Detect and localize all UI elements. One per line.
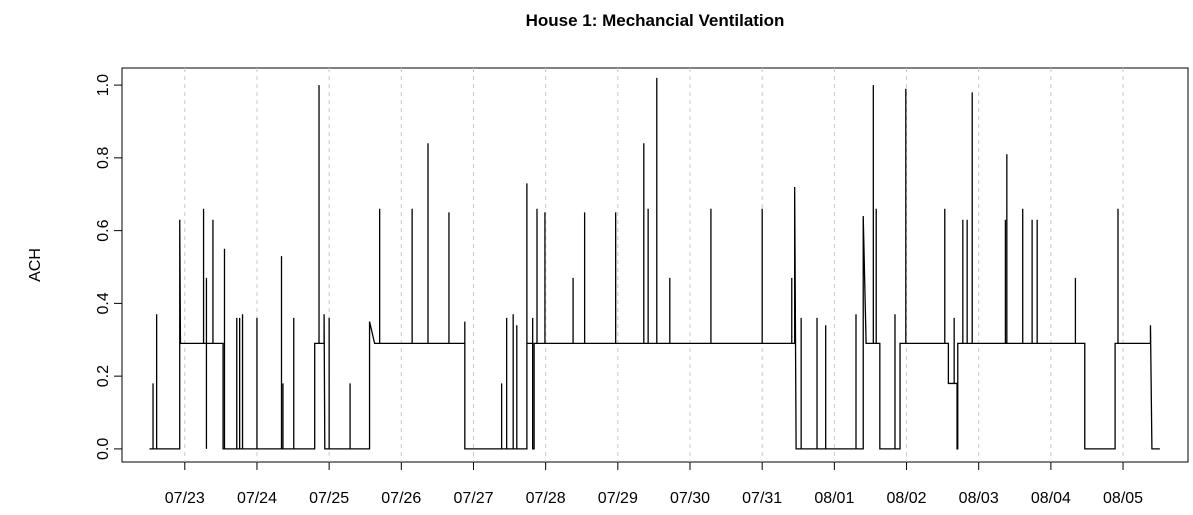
data-line [149,77,1160,450]
x-tick-label: 08/04 [1031,490,1071,507]
y-tick-label: 0.0 [95,438,112,460]
y-tick-label: 1.0 [95,74,112,96]
chart-title: House 1: Mechancial Ventilation [526,11,785,30]
x-tick-label: 08/03 [959,490,999,507]
y-axis-label: ACH [27,248,44,282]
y-tick-label: 0.8 [95,147,112,169]
x-tick-label: 07/30 [670,490,710,507]
x-tick-label: 07/31 [742,490,782,507]
plot-frame [121,67,1189,463]
x-tick-label: 07/24 [237,490,277,507]
y-tick-label: 0.6 [95,219,112,241]
x-tick-label: 07/28 [526,490,566,507]
x-tick-label: 07/23 [165,490,205,507]
x-tick-label: 08/05 [1103,490,1143,507]
x-tick-label: 07/26 [381,490,421,507]
y-tick-label: 0.4 [95,292,112,314]
x-tick-label: 08/01 [814,490,854,507]
x-tick-label: 07/25 [309,490,349,507]
x-tick-label: 07/29 [598,490,638,507]
x-tick-label: 07/27 [453,490,493,507]
x-tick-label: 08/02 [887,490,927,507]
y-tick-label: 0.2 [95,365,112,387]
